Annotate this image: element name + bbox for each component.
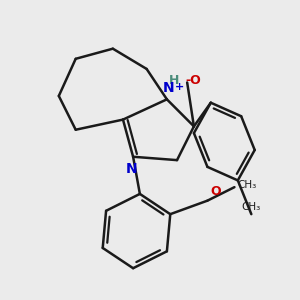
Text: CH₃: CH₃: [242, 202, 261, 212]
Text: N: N: [163, 81, 174, 95]
Text: CH₃: CH₃: [237, 181, 256, 190]
Text: N: N: [126, 162, 137, 176]
Text: O: O: [210, 185, 221, 198]
Text: +: +: [175, 82, 184, 92]
Text: -O: -O: [185, 74, 201, 87]
Text: H: H: [169, 74, 180, 87]
